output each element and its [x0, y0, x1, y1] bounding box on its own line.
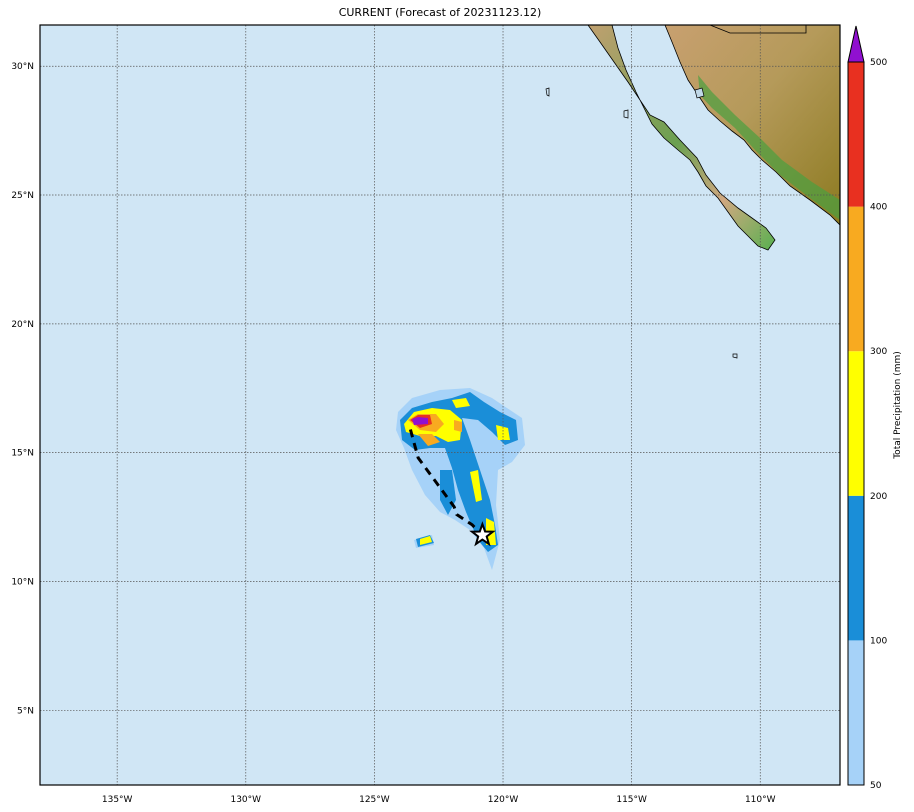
- colorbar-label: Total Precipitation (mm): [893, 351, 903, 459]
- colorbar-segment: [848, 206, 864, 352]
- us-mexico-border: [709, 25, 807, 34]
- baja-california: [587, 25, 776, 251]
- island: [694, 87, 705, 99]
- island: [623, 109, 629, 119]
- storm-track: [408, 429, 496, 547]
- coastal-green: [698, 75, 840, 220]
- lon-tick-label: 135°W: [102, 795, 133, 805]
- lon-tick-label: 110°W: [745, 795, 776, 805]
- lon-tick-label: 115°W: [616, 795, 647, 805]
- colorbar-extend-triangle: [847, 25, 865, 63]
- lat-tick-label: 25°N: [11, 191, 34, 201]
- colorbar-tick-label: 300: [870, 347, 887, 357]
- colorbar-segment: [848, 495, 864, 641]
- colorbar-tick-label: 100: [870, 636, 887, 646]
- island: [545, 87, 550, 97]
- lat-tick-label: 5°N: [17, 706, 34, 716]
- colorbar-tick-label: 500: [870, 58, 887, 68]
- star-icon: [469, 521, 496, 547]
- colorbar-segment: [848, 62, 864, 207]
- lon-tick-label: 120°W: [488, 795, 519, 805]
- map-title: CURRENT (Forecast of 20231123.12): [338, 6, 542, 19]
- lat-tick-label: 10°N: [11, 577, 34, 587]
- lat-tick-label: 30°N: [11, 62, 34, 72]
- precipitation-field: [396, 388, 525, 570]
- track-line: [408, 429, 484, 537]
- colorbar-tick-label: 400: [870, 203, 887, 213]
- island: [732, 353, 738, 359]
- colorbar-tick-label: 50: [870, 781, 882, 791]
- lat-tick-label: 15°N: [11, 449, 34, 459]
- colorbar-segment: [848, 351, 864, 496]
- lon-tick-label: 125°W: [359, 795, 390, 805]
- colorbar-frame: [847, 61, 865, 786]
- lon-tick-label: 130°W: [230, 795, 261, 805]
- colorbar-segment: [848, 640, 864, 785]
- map-frame: [39, 24, 841, 786]
- colorbar-tick-label: 200: [870, 492, 887, 502]
- lat-tick-label: 20°N: [11, 320, 34, 330]
- colorbar: 50 100 200 300 400 500: [847, 25, 887, 791]
- gridlines: [40, 25, 840, 785]
